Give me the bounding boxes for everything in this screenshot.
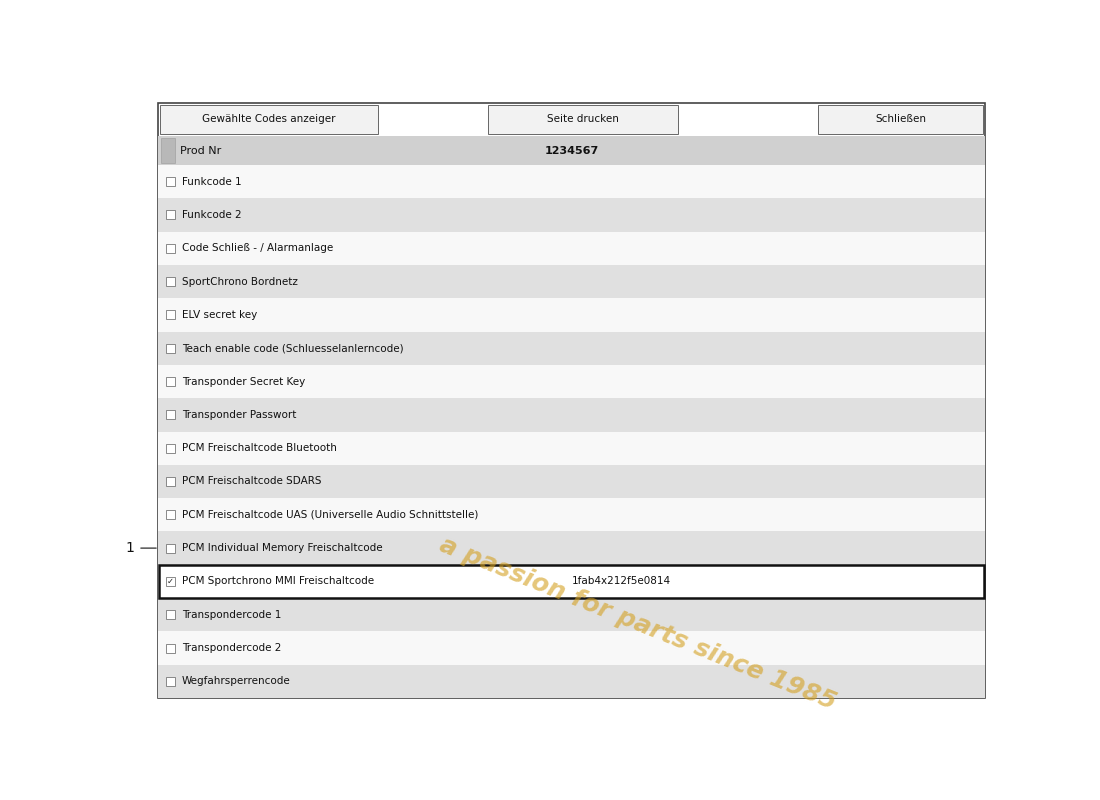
Bar	[158, 565, 984, 598]
Text: a passion for parts since 1985: a passion for parts since 1985	[437, 533, 839, 715]
Bar	[166, 210, 175, 219]
Bar	[818, 105, 983, 134]
Bar	[158, 531, 984, 565]
Text: Transpondercode 1: Transpondercode 1	[182, 610, 282, 620]
Bar	[158, 631, 984, 665]
Text: Funkcode 1: Funkcode 1	[182, 177, 242, 186]
Bar	[161, 138, 175, 163]
Text: PCM Freischaltcode SDARS: PCM Freischaltcode SDARS	[182, 477, 321, 486]
Text: 1234567: 1234567	[544, 146, 598, 155]
Bar	[166, 377, 175, 386]
Text: Gewählte Codes anzeiger: Gewählte Codes anzeiger	[202, 114, 336, 125]
Text: Schließen: Schließen	[874, 114, 926, 125]
Bar	[166, 444, 175, 453]
Bar	[166, 543, 175, 553]
Bar	[158, 103, 984, 698]
Bar	[158, 265, 984, 298]
Text: Seite drucken: Seite drucken	[547, 114, 619, 125]
Text: PCM Freischaltcode UAS (Universelle Audio Schnittstelle): PCM Freischaltcode UAS (Universelle Audi…	[182, 510, 478, 520]
Bar	[158, 365, 984, 398]
Bar	[166, 577, 175, 586]
Bar	[158, 431, 984, 465]
Bar	[166, 177, 175, 186]
Bar	[166, 244, 175, 253]
Text: Transponder Secret Key: Transponder Secret Key	[182, 377, 306, 386]
Bar	[158, 165, 984, 198]
Bar	[166, 510, 175, 519]
Bar	[166, 677, 175, 686]
Bar	[158, 398, 984, 431]
Text: 1fab4x212f5e0814: 1fab4x212f5e0814	[572, 577, 671, 586]
Text: 1: 1	[125, 541, 134, 555]
Bar	[158, 136, 984, 165]
Text: PCM Individual Memory Freischaltcode: PCM Individual Memory Freischaltcode	[182, 543, 383, 553]
Text: ✓: ✓	[167, 577, 174, 586]
Bar	[166, 477, 175, 486]
Text: Transpondercode 2: Transpondercode 2	[182, 643, 282, 653]
Bar	[166, 610, 175, 619]
Bar	[166, 643, 175, 653]
Bar	[488, 105, 678, 134]
Bar	[158, 498, 984, 531]
Text: Funkcode 2: Funkcode 2	[182, 210, 242, 220]
Bar	[166, 310, 175, 319]
Bar	[160, 566, 984, 598]
Bar	[158, 198, 984, 232]
Bar	[158, 465, 984, 498]
Text: PCM Freischaltcode Bluetooth: PCM Freischaltcode Bluetooth	[182, 443, 337, 453]
Text: Teach enable code (Schluesselanlerncode): Teach enable code (Schluesselanlerncode)	[182, 343, 404, 354]
Bar	[158, 298, 984, 331]
Bar	[158, 598, 984, 631]
Bar	[158, 331, 984, 365]
Text: PCM Sportchrono MMI Freischaltcode: PCM Sportchrono MMI Freischaltcode	[182, 577, 374, 586]
Bar	[166, 277, 175, 286]
Text: Transponder Passwort: Transponder Passwort	[182, 410, 296, 420]
Text: SportChrono Bordnetz: SportChrono Bordnetz	[182, 277, 298, 286]
Bar	[166, 344, 175, 353]
Bar	[158, 232, 984, 265]
Text: Prod Nr: Prod Nr	[180, 146, 221, 155]
Bar	[160, 105, 378, 134]
Bar	[166, 410, 175, 419]
Text: Code Schließ - / Alarmanlage: Code Schließ - / Alarmanlage	[182, 243, 333, 254]
Text: ELV secret key: ELV secret key	[182, 310, 257, 320]
Bar	[158, 665, 984, 698]
Text: Wegfahrsperrencode: Wegfahrsperrencode	[182, 676, 290, 686]
